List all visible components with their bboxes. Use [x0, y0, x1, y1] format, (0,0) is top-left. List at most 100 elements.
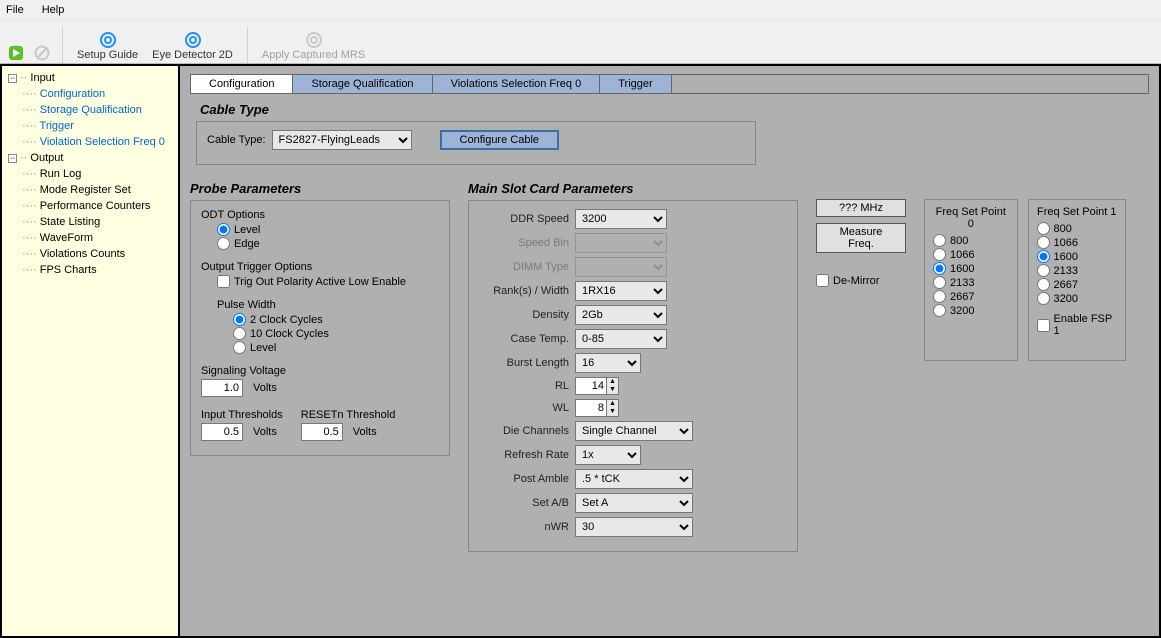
pw-2-radio[interactable]	[233, 313, 246, 326]
pw-10-label: 10 Clock Cycles	[250, 328, 329, 340]
enable-fsp1-checkbox[interactable]	[1037, 319, 1050, 332]
fsp0-2667[interactable]	[933, 290, 946, 303]
fsp0-800[interactable]	[933, 234, 946, 247]
ddr-speed-label: DDR Speed	[479, 213, 569, 225]
odt-level-radio[interactable]	[217, 223, 230, 236]
sidebar: −·· Input ···· Configuration ···· Storag…	[2, 66, 180, 636]
tree-performance-counters[interactable]: Performance Counters	[40, 200, 151, 212]
ranks-width-select[interactable]: 1RX16	[575, 281, 667, 301]
tree-waveform[interactable]: WaveForm	[40, 232, 93, 244]
menu-file[interactable]: File	[6, 4, 24, 16]
wl-up[interactable]: ▲	[607, 400, 618, 408]
resetn-threshold-input[interactable]	[301, 423, 343, 441]
set-ab-select[interactable]: Set A	[575, 493, 693, 513]
odt-options-legend: ODT Options	[201, 209, 439, 221]
run-button[interactable]	[6, 43, 26, 63]
tree-mode-register-set[interactable]: Mode Register Set	[40, 184, 131, 196]
burst-length-select[interactable]: 16	[575, 353, 641, 373]
speed-bin-select	[575, 233, 667, 253]
fsp0-1066[interactable]	[933, 248, 946, 261]
toolbar: Setup Guide Eye Detector 2D Apply Captur…	[0, 20, 1161, 64]
nwr-label: nWR	[479, 521, 569, 533]
pw-level-radio[interactable]	[233, 341, 246, 354]
post-amble-label: Post Amble	[479, 473, 569, 485]
refresh-rate-select[interactable]: 1x	[575, 445, 641, 465]
apply-mrs-button[interactable]: Apply Captured MRS	[258, 29, 369, 63]
case-temp-select[interactable]: 0-85	[575, 329, 667, 349]
fsp1-1600[interactable]	[1037, 250, 1050, 263]
volts-label-1: Volts	[253, 382, 277, 394]
eye-detector-label: Eye Detector 2D	[152, 49, 233, 61]
setup-guide-button[interactable]: Setup Guide	[73, 29, 142, 63]
measure-freq-button[interactable]: Measure Freq.	[816, 223, 906, 253]
rl-down[interactable]: ▼	[607, 386, 618, 394]
fsp1-3200[interactable]	[1037, 292, 1050, 305]
rl-up[interactable]: ▲	[607, 378, 618, 386]
tree-fps-charts[interactable]: FPS Charts	[40, 264, 97, 276]
die-channels-label: Die Channels	[479, 425, 569, 437]
demirror-label: De-Mirror	[833, 275, 879, 287]
demirror-checkbox[interactable]	[816, 274, 829, 287]
fsp0-3200[interactable]	[933, 304, 946, 317]
fsp0-1600[interactable]	[933, 262, 946, 275]
configure-cable-button[interactable]: Configure Cable	[440, 130, 560, 150]
tree-configuration[interactable]: Configuration	[40, 88, 105, 100]
dimm-type-select	[575, 257, 667, 277]
menu-help[interactable]: Help	[42, 4, 65, 16]
trig-polarity-label: Trig Out Polarity Active Low Enable	[234, 276, 406, 288]
nwr-select[interactable]: 30	[575, 517, 693, 537]
tree-input[interactable]: Input	[30, 72, 54, 84]
die-channels-select[interactable]: Single Channel	[575, 421, 693, 441]
density-select[interactable]: 2Gb	[575, 305, 667, 325]
mhz-button[interactable]: ??? MHz	[816, 199, 906, 217]
refresh-rate-label: Refresh Rate	[479, 449, 569, 461]
tab-storage-qualification[interactable]: Storage Qualification	[293, 75, 432, 93]
tree-violations-counts[interactable]: Violations Counts	[40, 248, 125, 260]
setup-guide-label: Setup Guide	[77, 49, 138, 61]
input-thresholds-input[interactable]	[201, 423, 243, 441]
ddr-speed-select[interactable]: 3200	[575, 209, 667, 229]
tree-output[interactable]: Output	[30, 152, 63, 164]
fsp1-2133[interactable]	[1037, 264, 1050, 277]
tree-storage-qualification[interactable]: Storage Qualification	[40, 104, 142, 116]
pw-10-radio[interactable]	[233, 327, 246, 340]
fsp1-title: Freq Set Point 1	[1037, 206, 1117, 218]
wl-down[interactable]: ▼	[607, 408, 618, 416]
pw-2-label: 2 Clock Cycles	[250, 314, 323, 326]
target-icon-disabled	[305, 31, 323, 49]
tree-collapser-input[interactable]: −	[8, 74, 17, 83]
tree-state-listing[interactable]: State Listing	[40, 216, 101, 228]
fsp0-2133[interactable]	[933, 276, 946, 289]
enable-fsp1-label: Enable FSP 1	[1054, 313, 1117, 337]
tab-trigger[interactable]: Trigger	[600, 75, 671, 93]
pulse-width-legend: Pulse Width	[201, 299, 439, 311]
wl-spinner[interactable]: ▲▼	[575, 399, 619, 417]
odt-edge-label: Edge	[234, 238, 260, 250]
section-main-slot: Main Slot Card Parameters	[468, 181, 798, 196]
fsp1-1066[interactable]	[1037, 236, 1050, 249]
volts-label-3: Volts	[353, 426, 377, 438]
odt-edge-radio[interactable]	[217, 237, 230, 250]
rl-input[interactable]	[575, 377, 607, 395]
tree-violation-selection[interactable]: Violation Selection Freq 0	[40, 136, 165, 148]
tree-trigger[interactable]: Trigger	[40, 120, 74, 132]
pw-level-label: Level	[250, 342, 276, 354]
output-trigger-legend: Output Trigger Options	[201, 261, 439, 273]
section-probe-params: Probe Parameters	[190, 181, 450, 196]
cable-type-label: Cable Type:	[207, 134, 266, 146]
tab-configuration[interactable]: Configuration	[191, 75, 293, 93]
cable-type-select[interactable]: FS2827-FlyingLeads	[272, 130, 412, 150]
fsp1-2667[interactable]	[1037, 278, 1050, 291]
rl-spinner[interactable]: ▲▼	[575, 377, 619, 395]
signaling-voltage-input[interactable]	[201, 379, 243, 397]
stop-button[interactable]	[32, 43, 52, 63]
density-label: Density	[479, 309, 569, 321]
trig-polarity-checkbox[interactable]	[217, 275, 230, 288]
post-amble-select[interactable]: .5 * tCK	[575, 469, 693, 489]
tree-collapser-output[interactable]: −	[8, 154, 17, 163]
tab-violations-selection[interactable]: Violations Selection Freq 0	[433, 75, 601, 93]
eye-detector-button[interactable]: Eye Detector 2D	[148, 29, 237, 63]
fsp1-800[interactable]	[1037, 222, 1050, 235]
wl-input[interactable]	[575, 399, 607, 417]
tree-run-log[interactable]: Run Log	[40, 168, 82, 180]
